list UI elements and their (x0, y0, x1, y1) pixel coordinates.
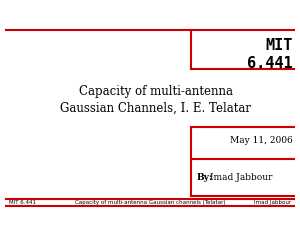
Text: Capacity of multi-antenna: Capacity of multi-antenna (79, 85, 233, 98)
Text: May 11, 2006: May 11, 2006 (230, 136, 292, 145)
Text: Imad Jabbour: Imad Jabbour (207, 173, 272, 182)
Text: Capacity of multi-antenna Gaussian channels (Telatar): Capacity of multi-antenna Gaussian chann… (75, 200, 225, 205)
Text: By:: By: (196, 173, 213, 182)
Text: MIT: MIT (265, 38, 292, 52)
Text: MIT 6.441: MIT 6.441 (9, 200, 36, 205)
Text: 6.441: 6.441 (247, 56, 292, 70)
Text: Gaussian Channels, I. E. Telatar: Gaussian Channels, I. E. Telatar (61, 101, 251, 115)
Text: Imad Jabbour: Imad Jabbour (254, 200, 291, 205)
